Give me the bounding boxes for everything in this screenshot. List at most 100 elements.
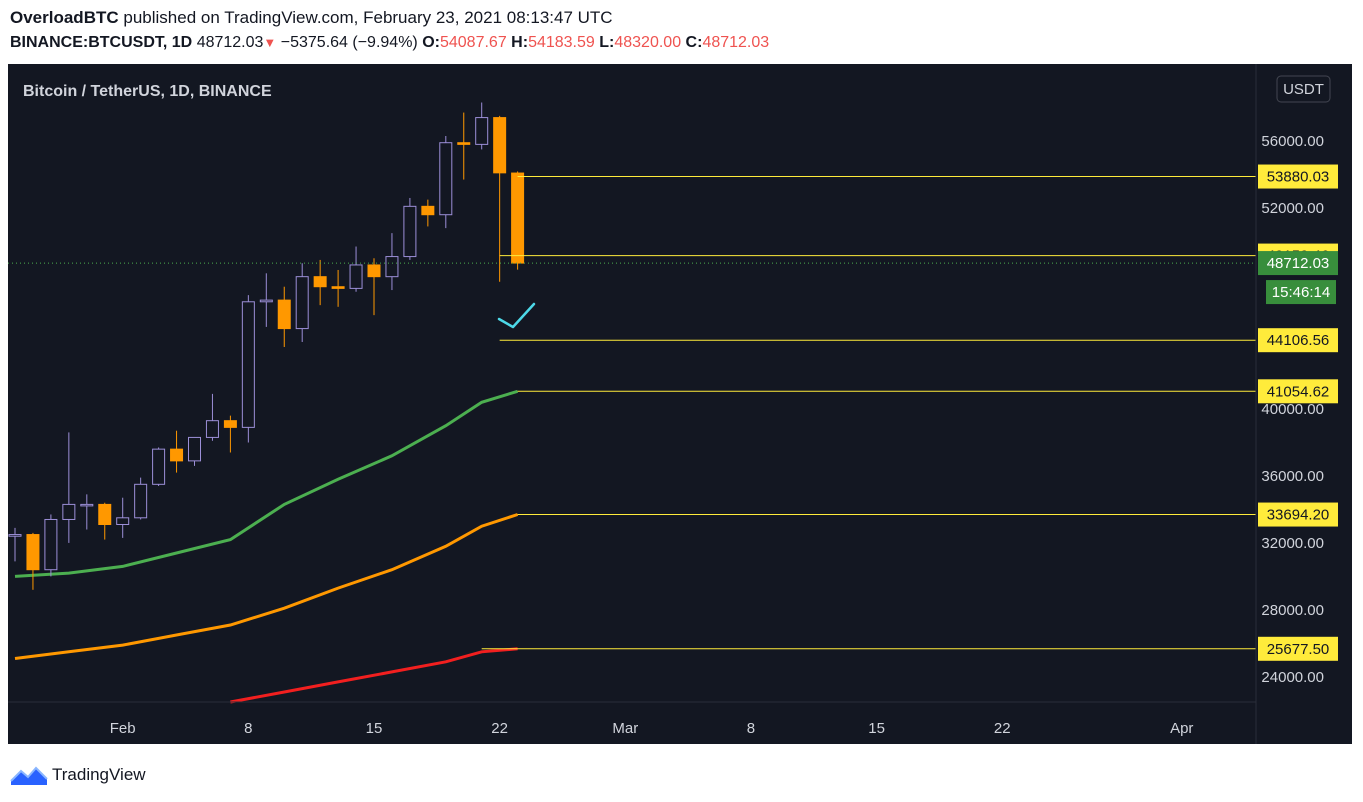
check-mark-annotation (497, 302, 536, 329)
level-tag (1258, 636, 1338, 661)
candle-body (403, 205, 417, 258)
price-axis[interactable]: 56000.00 52000.00 40000.00 36000.00 32000.00… (1261, 133, 1324, 686)
open-label: O: (422, 34, 440, 51)
candle-body (259, 299, 273, 303)
candle (349, 246, 363, 292)
candle (223, 415, 237, 453)
close-value: 48712.03 (702, 34, 770, 51)
candlestick-chart[interactable]: 56000.00 52000.00 40000.00 36000.00 32000.00… (8, 64, 1352, 744)
brand-name: TradingView (52, 765, 146, 784)
horizontal-levels (8, 176, 1256, 650)
candle-body (223, 420, 237, 428)
candle (277, 286, 291, 347)
candle (62, 432, 76, 543)
candle (188, 436, 201, 466)
candle-body (295, 276, 309, 330)
candle-body (241, 301, 255, 428)
currency-button[interactable] (1276, 75, 1331, 103)
candle (205, 393, 219, 441)
candle (98, 502, 112, 540)
candle-body (313, 276, 327, 288)
change-value: −5375.64 (−9.94%) (280, 34, 418, 51)
candle (8, 527, 22, 562)
candle-body (98, 503, 112, 525)
candle-body (205, 420, 219, 438)
level-tag-label: 41054.62 (1267, 383, 1330, 400)
time-tick-label: 15 (868, 720, 885, 737)
candle (475, 102, 489, 150)
candle-body (493, 117, 507, 174)
candle-body (439, 142, 453, 216)
level-tag-label: 53880.03 (1267, 169, 1330, 186)
candle (259, 273, 273, 327)
candle-body (188, 436, 201, 462)
candle (439, 136, 453, 229)
candle-body (170, 448, 184, 462)
time-axis[interactable]: Feb 8 15 22 Mar 8 15 22 Apr (110, 720, 1194, 737)
candle-body (80, 503, 94, 507)
candle-body (385, 256, 399, 278)
time-tick-label: Mar (612, 720, 638, 737)
candle-body (8, 534, 22, 537)
publish-info: published on TradingView.com, February 2… (123, 8, 613, 27)
candle (44, 514, 58, 577)
time-tick-label: Feb (110, 720, 136, 737)
price-tick-label: 28000.00 (1261, 602, 1324, 619)
level-tag-label: 33694.20 (1267, 507, 1330, 524)
price-tick-label: 32000.00 (1261, 535, 1324, 552)
level-tag (1258, 328, 1338, 353)
candle (116, 497, 130, 538)
candle-body (62, 503, 76, 520)
candle-body (152, 448, 166, 485)
moving-average-line-3 (230, 647, 518, 704)
candle-body (277, 299, 291, 330)
candle (457, 112, 471, 180)
candle (493, 115, 507, 282)
candle (367, 258, 381, 316)
candle-body (26, 534, 40, 571)
candle (26, 532, 40, 590)
countdown-label: 15:46:14 (1272, 284, 1330, 301)
candle-body (331, 286, 345, 289)
candle (421, 199, 435, 227)
candle-body (475, 117, 489, 145)
currency-label: USDT (1283, 81, 1324, 98)
footer: TradingView (10, 764, 146, 786)
down-triangle-icon: ▼ (263, 35, 277, 50)
price-tick-label: 52000.00 (1261, 200, 1324, 217)
low-label: L: (599, 34, 615, 51)
chart-title: Bitcoin / TetherUS, 1D, BINANCE (23, 83, 272, 100)
candle (134, 477, 148, 520)
candle (385, 233, 399, 291)
level-tag-label: 25677.50 (1267, 641, 1330, 658)
candle (170, 430, 184, 473)
price-tick-label: 40000.00 (1261, 401, 1324, 418)
time-tick-label: 22 (994, 720, 1011, 737)
price-tags: 53880.0349159.4644106.5641054.6233694.20… (1258, 164, 1338, 661)
candle (241, 295, 255, 443)
current-price-label: 48712.03 (1267, 255, 1330, 272)
open-value: 54087.67 (439, 34, 507, 51)
level-tag (1258, 164, 1338, 189)
moving-average-line-1 (14, 389, 519, 578)
tradingview-logo-icon (10, 766, 48, 785)
high-label: H: (511, 34, 529, 51)
candle (80, 494, 94, 530)
time-tick-label: 15 (366, 720, 383, 737)
candle (152, 447, 166, 486)
price-tick-label: 36000.00 (1261, 468, 1324, 485)
level-tag (1258, 502, 1338, 527)
candle-body (134, 483, 148, 519)
candle-body (116, 517, 130, 525)
moving-averages (14, 389, 519, 704)
level-tag-label: 44106.56 (1267, 332, 1330, 349)
candle-body (511, 172, 525, 264)
high-value: 54183.59 (528, 34, 595, 51)
candle-body (44, 518, 58, 571)
time-tick-label: 22 (491, 720, 508, 737)
candle (295, 263, 309, 342)
close-label: C: (685, 34, 703, 51)
publish-line: OverloadBTC published on TradingView.com… (10, 8, 613, 28)
ohlc-line: BINANCE:BTCUSDT, 1D 48712.03▼ −5375.64 (… (10, 34, 769, 52)
price-tick-label: 24000.00 (1261, 669, 1324, 686)
